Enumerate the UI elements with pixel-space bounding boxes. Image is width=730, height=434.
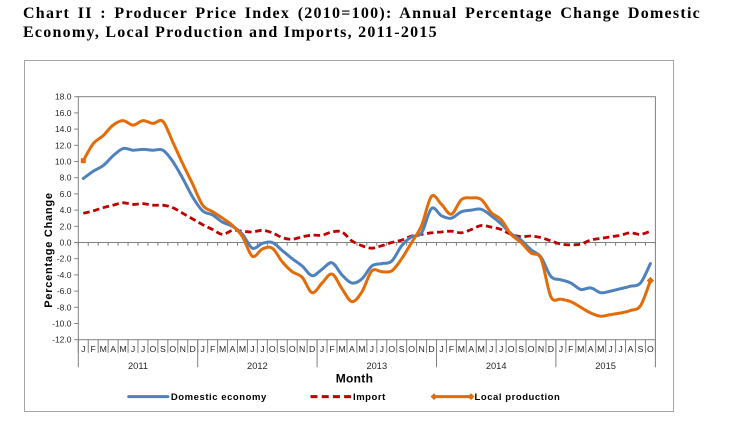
svg-text:M: M — [239, 344, 246, 354]
svg-text:M: M — [119, 344, 126, 354]
svg-text:F: F — [329, 344, 334, 354]
svg-text:6.0: 6.0 — [60, 189, 72, 199]
svg-text:J: J — [608, 344, 612, 354]
svg-text:2012: 2012 — [247, 361, 268, 371]
svg-text:N: N — [418, 344, 424, 354]
svg-text:Import: Import — [353, 392, 386, 403]
svg-text:J: J — [439, 344, 443, 354]
svg-text:J: J — [260, 344, 264, 354]
svg-text:8.0: 8.0 — [60, 173, 72, 183]
svg-text:N: N — [299, 344, 305, 354]
svg-text:S: S — [399, 344, 405, 354]
svg-text:Month: Month — [336, 372, 373, 386]
svg-text:J: J — [380, 344, 384, 354]
svg-text:J: J — [320, 344, 324, 354]
svg-text:-10.0: -10.0 — [52, 319, 72, 329]
svg-text:2.0: 2.0 — [60, 221, 72, 231]
svg-text:-12.0: -12.0 — [52, 335, 72, 345]
svg-text:16.0: 16.0 — [55, 108, 72, 118]
svg-text:4.0: 4.0 — [60, 205, 72, 215]
svg-text:J: J — [559, 344, 563, 354]
svg-text:D: D — [190, 344, 196, 354]
svg-text:D: D — [428, 344, 434, 354]
svg-text:S: S — [638, 344, 644, 354]
svg-text:O: O — [269, 344, 276, 354]
svg-text:14.0: 14.0 — [55, 124, 72, 134]
svg-text:J: J — [201, 344, 205, 354]
svg-text:O: O — [388, 344, 395, 354]
svg-text:O: O — [528, 344, 535, 354]
svg-text:Local production: Local production — [475, 392, 561, 403]
svg-text:M: M — [100, 344, 107, 354]
svg-text:A: A — [588, 344, 594, 354]
svg-text:J: J — [250, 344, 254, 354]
svg-text:-4.0: -4.0 — [57, 270, 72, 280]
svg-text:O: O — [408, 344, 415, 354]
svg-text:M: M — [458, 344, 465, 354]
svg-text:Percentage Change: Percentage Change — [43, 192, 55, 307]
svg-text:F: F — [210, 344, 215, 354]
svg-text:F: F — [91, 344, 96, 354]
svg-text:M: M — [597, 344, 604, 354]
svg-text:-8.0: -8.0 — [57, 302, 72, 312]
svg-text:S: S — [160, 344, 166, 354]
svg-text:18.0: 18.0 — [55, 92, 72, 102]
svg-text:O: O — [169, 344, 176, 354]
svg-text:S: S — [279, 344, 285, 354]
svg-text:S: S — [518, 344, 524, 354]
svg-text:0.0: 0.0 — [60, 238, 72, 248]
svg-text:N: N — [538, 344, 544, 354]
svg-text:N: N — [180, 344, 186, 354]
svg-text:M: M — [478, 344, 485, 354]
svg-text:2011: 2011 — [128, 361, 148, 371]
svg-text:2015: 2015 — [595, 361, 616, 371]
svg-text:A: A — [110, 344, 116, 354]
svg-text:O: O — [150, 344, 157, 354]
svg-text:J: J — [131, 344, 135, 354]
svg-text:10.0: 10.0 — [55, 157, 72, 167]
svg-text:M: M — [577, 344, 584, 354]
svg-text:Domestic economy: Domestic economy — [171, 392, 267, 403]
svg-text:O: O — [289, 344, 296, 354]
svg-text:O: O — [508, 344, 515, 354]
svg-text:J: J — [370, 344, 374, 354]
svg-text:J: J — [141, 344, 145, 354]
svg-text:M: M — [358, 344, 365, 354]
svg-text:J: J — [81, 344, 85, 354]
svg-text:M: M — [338, 344, 345, 354]
svg-text:A: A — [468, 344, 474, 354]
svg-text:12.0: 12.0 — [55, 140, 72, 150]
svg-text:J: J — [499, 344, 503, 354]
svg-text:J: J — [489, 344, 493, 354]
svg-text:A: A — [628, 344, 634, 354]
svg-text:2013: 2013 — [366, 361, 387, 371]
svg-text:F: F — [568, 344, 573, 354]
svg-text:2014: 2014 — [486, 361, 507, 371]
svg-text:-2.0: -2.0 — [57, 254, 72, 264]
svg-text:A: A — [349, 344, 355, 354]
svg-text:F: F — [449, 344, 454, 354]
svg-text:M: M — [219, 344, 226, 354]
svg-text:O: O — [647, 344, 654, 354]
svg-text:J: J — [618, 344, 622, 354]
svg-text:D: D — [309, 344, 315, 354]
svg-text:A: A — [230, 344, 236, 354]
svg-text:-6.0: -6.0 — [57, 286, 72, 296]
svg-text:D: D — [548, 344, 554, 354]
